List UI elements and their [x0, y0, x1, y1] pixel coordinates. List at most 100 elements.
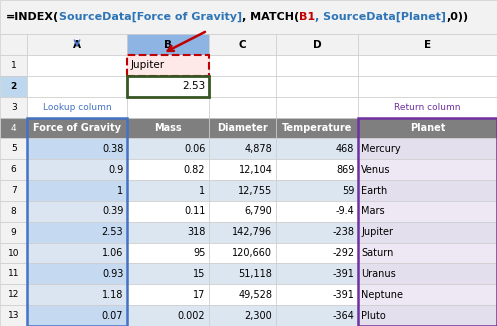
Bar — [358, 305, 497, 326]
Bar — [0, 243, 27, 263]
Text: 17: 17 — [193, 290, 205, 300]
Text: 12: 12 — [8, 290, 19, 299]
Bar — [27, 243, 127, 263]
Bar — [358, 118, 497, 326]
Text: 0.38: 0.38 — [102, 144, 123, 154]
Text: 6,790: 6,790 — [245, 206, 272, 216]
Text: Lookup column: Lookup column — [43, 103, 111, 112]
Text: Mass: Mass — [154, 123, 181, 133]
Bar — [358, 180, 497, 201]
Text: 142,796: 142,796 — [232, 227, 272, 237]
Bar — [358, 201, 497, 222]
Text: -238: -238 — [332, 227, 354, 237]
Text: 11: 11 — [8, 269, 19, 278]
Text: , MATCH(: , MATCH( — [242, 12, 299, 22]
Text: , SourceData[Planet]: , SourceData[Planet] — [316, 12, 446, 22]
Bar — [27, 159, 127, 180]
Text: Neptune: Neptune — [361, 290, 404, 300]
Bar — [127, 139, 209, 159]
Bar — [27, 180, 127, 201]
Bar — [358, 118, 497, 139]
Bar — [127, 55, 209, 76]
Bar — [127, 55, 209, 76]
Bar — [27, 55, 127, 76]
Bar — [0, 34, 27, 55]
Text: ,0)): ,0)) — [446, 12, 469, 22]
Text: Pluto: Pluto — [361, 311, 386, 320]
Bar — [209, 263, 276, 284]
Text: 12,104: 12,104 — [239, 165, 272, 175]
Bar — [276, 305, 358, 326]
Text: Diameter: Diameter — [217, 123, 268, 133]
Bar — [127, 284, 209, 305]
Text: 15: 15 — [193, 269, 205, 279]
Text: 1.18: 1.18 — [102, 290, 123, 300]
Text: C: C — [239, 40, 246, 50]
Text: 869: 869 — [336, 165, 354, 175]
Bar — [0, 55, 27, 76]
Text: Return column: Return column — [394, 103, 461, 112]
Text: Force of Gravity: Force of Gravity — [33, 123, 121, 133]
Text: 0.9: 0.9 — [108, 165, 123, 175]
Bar — [127, 118, 209, 139]
Bar — [276, 76, 358, 97]
Bar — [0, 0, 497, 34]
Text: 4,878: 4,878 — [245, 144, 272, 154]
Bar — [209, 284, 276, 305]
Text: 2.53: 2.53 — [182, 81, 205, 91]
Bar — [27, 97, 127, 118]
Bar — [27, 201, 127, 222]
Text: -391: -391 — [332, 269, 354, 279]
Text: 318: 318 — [187, 227, 205, 237]
Bar — [127, 97, 209, 118]
Text: 5: 5 — [11, 144, 16, 153]
Text: =INDEX(: =INDEX( — [6, 12, 59, 22]
Bar — [127, 76, 209, 97]
Bar — [276, 159, 358, 180]
Bar — [358, 159, 497, 180]
Text: 2: 2 — [10, 82, 17, 91]
Bar — [276, 284, 358, 305]
Bar — [276, 180, 358, 201]
Bar — [127, 180, 209, 201]
Bar — [127, 305, 209, 326]
Text: -364: -364 — [332, 311, 354, 320]
Text: 8: 8 — [11, 207, 16, 216]
Bar — [0, 139, 27, 159]
Text: 0.39: 0.39 — [102, 206, 123, 216]
Text: 95: 95 — [193, 248, 205, 258]
Text: Venus: Venus — [361, 165, 391, 175]
Text: 0.06: 0.06 — [184, 144, 205, 154]
Text: 9: 9 — [11, 228, 16, 237]
Bar — [0, 222, 27, 243]
Text: 468: 468 — [336, 144, 354, 154]
Text: 51,118: 51,118 — [239, 269, 272, 279]
Text: Uranus: Uranus — [361, 269, 396, 279]
Text: B: B — [164, 40, 172, 50]
Bar — [358, 222, 497, 243]
Text: 49,528: 49,528 — [239, 290, 272, 300]
Bar — [276, 263, 358, 284]
Text: 10: 10 — [8, 248, 19, 258]
Text: -391: -391 — [332, 290, 354, 300]
Bar — [27, 118, 127, 139]
Text: Jupiter: Jupiter — [131, 61, 165, 70]
Text: 2,300: 2,300 — [245, 311, 272, 320]
Text: 0.82: 0.82 — [184, 165, 205, 175]
Text: 1: 1 — [11, 61, 16, 70]
Bar — [276, 222, 358, 243]
Bar — [358, 55, 497, 76]
Text: B1: B1 — [299, 12, 316, 22]
Bar — [127, 201, 209, 222]
Bar — [358, 284, 497, 305]
Text: 0.07: 0.07 — [102, 311, 123, 320]
Bar — [127, 263, 209, 284]
Bar — [27, 284, 127, 305]
Bar — [27, 118, 127, 326]
Text: 2.53: 2.53 — [101, 227, 123, 237]
Bar — [0, 263, 27, 284]
Bar — [209, 222, 276, 243]
Text: 7: 7 — [11, 186, 16, 195]
Bar — [276, 118, 358, 139]
Bar — [127, 243, 209, 263]
